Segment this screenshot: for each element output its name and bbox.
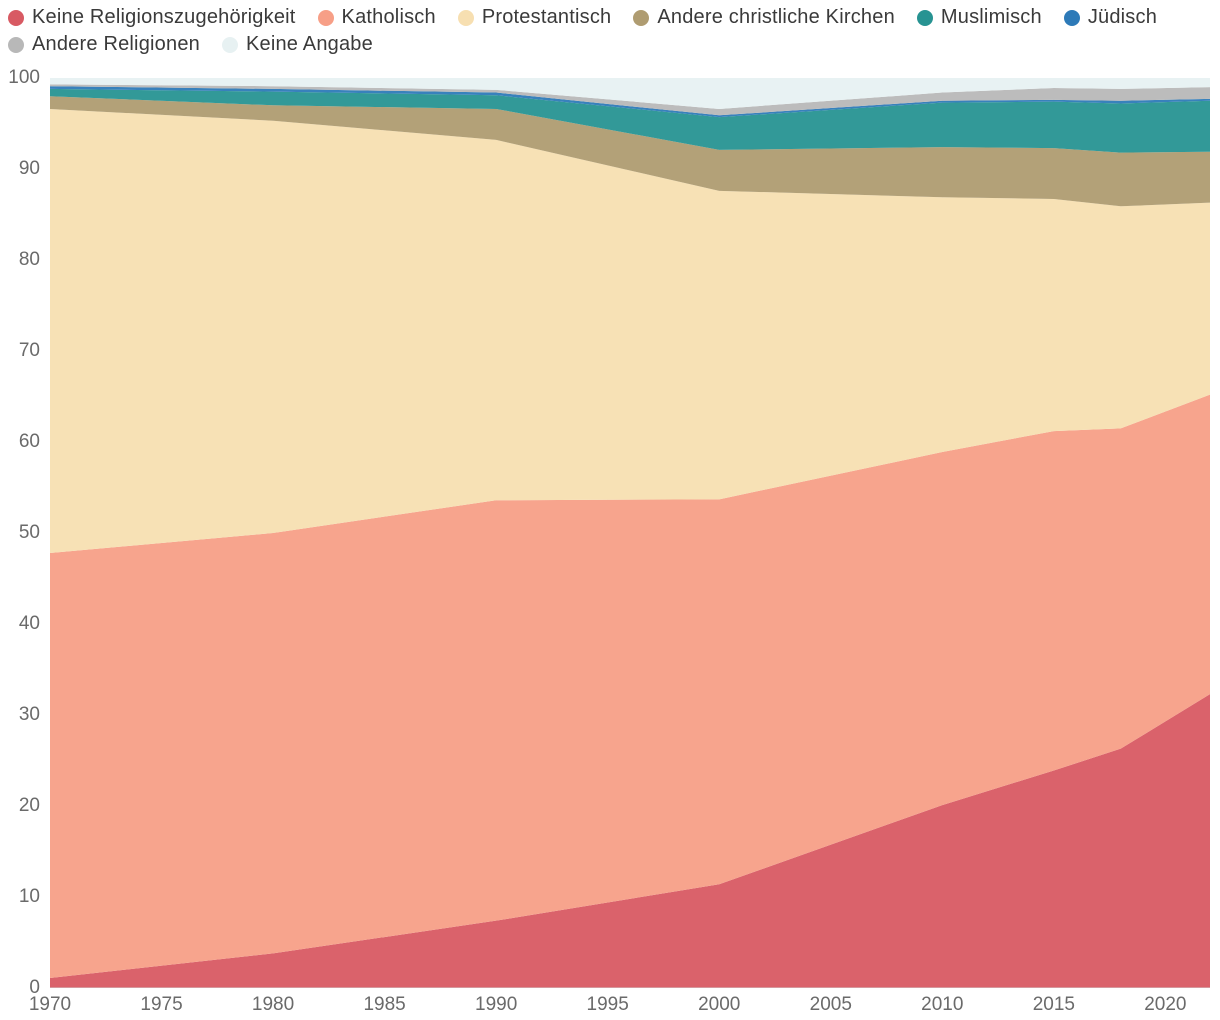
area-chart-svg bbox=[50, 78, 1210, 988]
y-tick-label: 10 bbox=[0, 886, 40, 908]
x-tick-label: 2020 bbox=[1135, 994, 1195, 1016]
legend-item-protest[interactable]: Protestantisch bbox=[458, 6, 612, 29]
legend-swatch-muslim bbox=[917, 10, 933, 26]
x-tick-label: 2000 bbox=[689, 994, 749, 1016]
legend-swatch-katholisch bbox=[318, 10, 334, 26]
legend-swatch-other_chr bbox=[633, 10, 649, 26]
x-tick-label: 1995 bbox=[578, 994, 638, 1016]
chart-wrapper: Keine Religionszugehörigkeit Katholisch Pr… bbox=[0, 0, 1220, 1020]
legend: Keine Religionszugehörigkeit Katholisch Pr… bbox=[8, 6, 1212, 56]
legend-swatch-juedisch bbox=[1064, 10, 1080, 26]
legend-swatch-protest bbox=[458, 10, 474, 26]
x-tick-label: 1975 bbox=[132, 994, 192, 1016]
plot-area bbox=[50, 78, 1210, 988]
x-tick-label: 1980 bbox=[243, 994, 303, 1016]
legend-label-protest: Protestantisch bbox=[482, 6, 612, 29]
legend-label-juedisch: Jüdisch bbox=[1088, 6, 1157, 29]
y-tick-label: 90 bbox=[0, 158, 40, 180]
legend-item-other_chr[interactable]: Andere christliche Kirchen bbox=[633, 6, 895, 29]
x-tick-label: 2005 bbox=[801, 994, 861, 1016]
legend-item-katholisch[interactable]: Katholisch bbox=[318, 6, 436, 29]
y-tick-label: 30 bbox=[0, 704, 40, 726]
legend-item-other_rel[interactable]: Andere Religionen bbox=[8, 33, 200, 56]
legend-label-katholisch: Katholisch bbox=[342, 6, 436, 29]
legend-item-juedisch[interactable]: Jüdisch bbox=[1064, 6, 1157, 29]
y-tick-label: 70 bbox=[0, 340, 40, 362]
legend-label-none: Keine Religionszugehörigkeit bbox=[32, 6, 296, 29]
y-tick-label: 20 bbox=[0, 795, 40, 817]
legend-item-none[interactable]: Keine Religionszugehörigkeit bbox=[8, 6, 296, 29]
y-tick-label: 80 bbox=[0, 249, 40, 271]
x-tick-label: 2015 bbox=[1024, 994, 1084, 1016]
y-tick-label: 60 bbox=[0, 431, 40, 453]
legend-item-muslim[interactable]: Muslimisch bbox=[917, 6, 1042, 29]
legend-swatch-none bbox=[8, 10, 24, 26]
y-tick-label: 50 bbox=[0, 522, 40, 544]
x-tick-label: 1985 bbox=[355, 994, 415, 1016]
legend-label-other_chr: Andere christliche Kirchen bbox=[657, 6, 895, 29]
legend-label-no_answer: Keine Angabe bbox=[246, 33, 373, 56]
y-tick-label: 40 bbox=[0, 613, 40, 635]
x-tick-label: 2010 bbox=[912, 994, 972, 1016]
legend-item-no_answer[interactable]: Keine Angabe bbox=[222, 33, 373, 56]
legend-swatch-other_rel bbox=[8, 37, 24, 53]
legend-swatch-no_answer bbox=[222, 37, 238, 53]
stacked-areas bbox=[50, 78, 1210, 988]
x-tick-label: 1990 bbox=[466, 994, 526, 1016]
legend-label-muslim: Muslimisch bbox=[941, 6, 1042, 29]
x-tick-label: 1970 bbox=[20, 994, 80, 1016]
y-tick-label: 100 bbox=[0, 67, 40, 89]
legend-label-other_rel: Andere Religionen bbox=[32, 33, 200, 56]
